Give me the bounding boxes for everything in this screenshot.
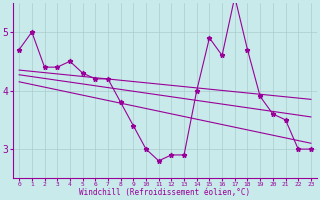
X-axis label: Windchill (Refroidissement éolien,°C): Windchill (Refroidissement éolien,°C) <box>79 188 251 197</box>
